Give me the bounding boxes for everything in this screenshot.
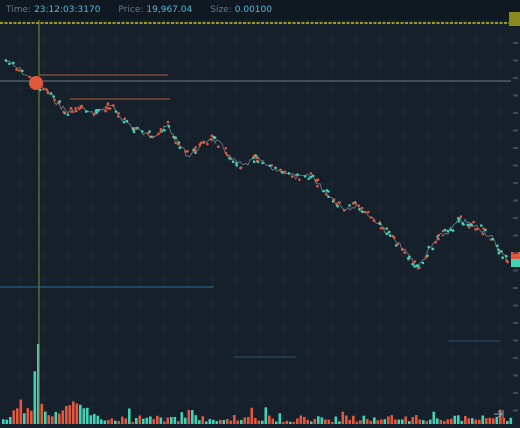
- axis-tick: [513, 42, 518, 44]
- yellow-price-tag: [509, 12, 520, 26]
- axis-tick: [513, 409, 518, 412]
- info-bar: Time: 23:12:03:3170 Price: 19,967.04 Size: 0.…: [0, 0, 520, 20]
- price-trace: [3, 59, 510, 271]
- axis-tick: [513, 77, 518, 79]
- axis-tick: [513, 304, 518, 307]
- axis-tick: [513, 94, 518, 97]
- axis-tick: [513, 339, 518, 342]
- axis-tick: [513, 59, 518, 62]
- size-label: Size:: [210, 5, 232, 15]
- axis-tick: [513, 234, 518, 237]
- axis-tick: [513, 269, 518, 272]
- axis-tick: [513, 182, 518, 184]
- last-price-tag: [511, 252, 520, 265]
- axis-tick: [513, 252, 518, 254]
- axis-tick: [513, 147, 518, 149]
- axis-tick: [513, 129, 518, 132]
- axis-tick: [513, 357, 518, 359]
- axis-tick: [513, 164, 518, 167]
- price-value: 19,967.04: [146, 5, 193, 15]
- price-axis: [513, 42, 518, 412]
- axis-tick: [513, 392, 518, 394]
- axis-tick: [513, 112, 518, 114]
- time-value: 23:12:03:3170: [34, 5, 101, 15]
- crosshair-marker[interactable]: [29, 76, 43, 90]
- bid-price-tag: [511, 259, 520, 267]
- size-value: 0.00100: [234, 5, 272, 15]
- axis-tick: [513, 322, 518, 324]
- volume-bars: [2, 343, 513, 424]
- chart-grid: [0, 20, 511, 428]
- axis-tick: [513, 287, 518, 289]
- scroll-to-end-icon[interactable]: [494, 410, 504, 418]
- axis-tick: [513, 217, 518, 219]
- axis-tick: [513, 374, 518, 377]
- axis-tick: [513, 199, 518, 202]
- price-label: Price:: [118, 5, 144, 15]
- time-label: Time:: [6, 5, 32, 15]
